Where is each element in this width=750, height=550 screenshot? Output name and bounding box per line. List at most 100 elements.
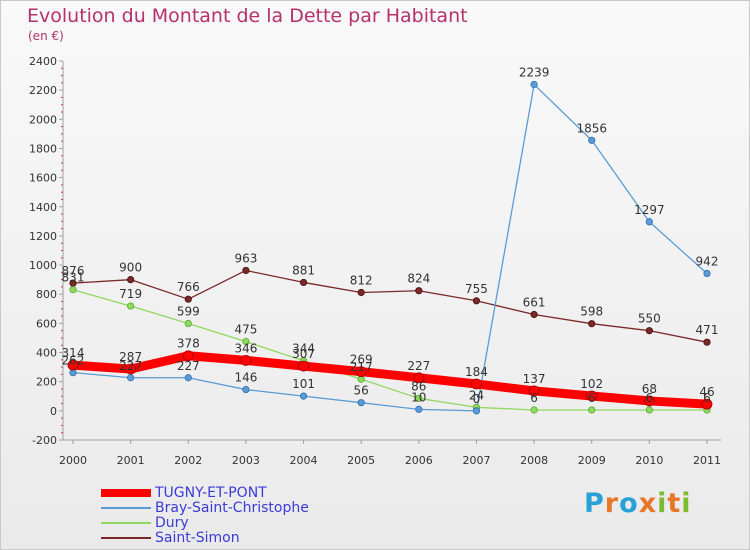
data-point (184, 319, 192, 328)
data-point (703, 269, 711, 278)
series-line-dury (72, 289, 708, 411)
data-label: 10 (411, 390, 426, 404)
data-point (701, 398, 713, 410)
legend-swatch (101, 507, 151, 509)
data-point (184, 295, 192, 303)
series-lines (68, 83, 712, 412)
x-tick-label: 2011 (693, 454, 721, 467)
data-label: 6 (588, 391, 596, 405)
data-point (357, 399, 365, 407)
logo-letter: i (657, 488, 668, 519)
data-point (184, 374, 192, 382)
data-label: 766 (177, 280, 200, 294)
data-point (415, 405, 423, 413)
data-point (645, 327, 653, 335)
data-label: 227 (119, 359, 142, 373)
data-point (69, 286, 77, 294)
data-label: 262 (62, 354, 85, 368)
data-labels: 876 900 766 963 881 812 824 755 661 598 550 471 831 7… (62, 65, 719, 405)
data-label: 314 (62, 346, 85, 360)
data-point (415, 287, 423, 295)
x-tick-label: 2003 (232, 454, 260, 467)
data-label: 378 (177, 337, 200, 351)
legend-swatch (101, 522, 151, 524)
data-label: 6 (646, 391, 654, 405)
legend-label: Dury (155, 515, 189, 531)
data-label: 831 (62, 271, 85, 285)
data-point (355, 366, 367, 378)
data-point (182, 350, 194, 362)
data-label: 146 (234, 371, 257, 385)
data-point (299, 392, 308, 400)
series-line-saint-simon (72, 269, 708, 343)
data-label: 812 (350, 273, 373, 287)
data-label: 86 (411, 379, 426, 393)
data-label: 599 (177, 305, 200, 319)
data-label: 471 (696, 323, 719, 337)
data-label: 6 (530, 391, 538, 405)
data-label: 0 (473, 392, 481, 406)
data-point (645, 218, 653, 226)
logo-letter: x (638, 488, 658, 519)
data-label: 719 (119, 287, 142, 301)
logo-letter: o (619, 488, 639, 519)
x-tick-label: 2000 (59, 454, 87, 467)
data-label: 24 (469, 388, 484, 402)
data-point (67, 359, 79, 371)
data-point (127, 302, 135, 310)
data-point (299, 278, 308, 287)
data-label: 68 (642, 382, 657, 396)
data-label: 2239 (519, 65, 550, 79)
data-point (530, 406, 538, 414)
logo-letter: t (667, 488, 682, 519)
chart-axes: -200 0 200 400 600 800 1000 1200 1400 1600 1800 200… (29, 55, 721, 467)
x-tick-label: 2007 (462, 454, 490, 467)
data-label: 881 (292, 263, 315, 277)
data-point (415, 394, 423, 402)
series-points (67, 80, 713, 415)
data-label: 227 (407, 359, 430, 373)
data-point (645, 406, 653, 414)
data-label: 755 (465, 282, 488, 296)
data-label: 346 (234, 341, 257, 355)
y-tick-label: 1400 (29, 201, 57, 214)
data-point (530, 310, 538, 319)
data-point (643, 395, 655, 407)
legend-label: Saint-Simon (155, 530, 240, 546)
data-point (703, 338, 711, 346)
data-label: 217 (350, 360, 373, 374)
legend-label: TUGNY-ET-PONT (155, 485, 267, 501)
data-point (413, 372, 425, 384)
data-label: 137 (523, 372, 546, 386)
logo-letter: P (584, 488, 605, 519)
logo-letter: i (681, 488, 692, 519)
data-label: 963 (234, 251, 257, 265)
y-tick-label: 2200 (29, 84, 57, 97)
data-point (242, 385, 250, 394)
data-point (472, 407, 481, 415)
data-label: 942 (696, 255, 719, 269)
data-label: 598 (580, 305, 603, 319)
data-point (472, 297, 481, 305)
x-tick-label: 2005 (347, 454, 375, 467)
y-tick-label: 1600 (29, 172, 57, 185)
y-tick-label: 1800 (29, 142, 57, 155)
x-tick-label: 2009 (578, 454, 606, 467)
x-tick-label: 2001 (117, 454, 145, 467)
data-label: 269 (350, 353, 373, 367)
series-line-bray-saint-christophe (72, 83, 708, 412)
data-label: 661 (523, 295, 546, 309)
data-label: 101 (292, 377, 315, 391)
y-tick-label: 1200 (29, 230, 57, 243)
data-point (242, 266, 250, 275)
series-line-tugny-et-pont (68, 351, 712, 409)
data-point (471, 378, 482, 390)
y-tick-label: -200 (32, 434, 57, 447)
data-point (240, 355, 252, 366)
legend-swatch (101, 537, 151, 539)
data-point (127, 276, 135, 284)
x-tick-label: 2008 (520, 454, 548, 467)
x-tick-label: 2010 (635, 454, 663, 467)
